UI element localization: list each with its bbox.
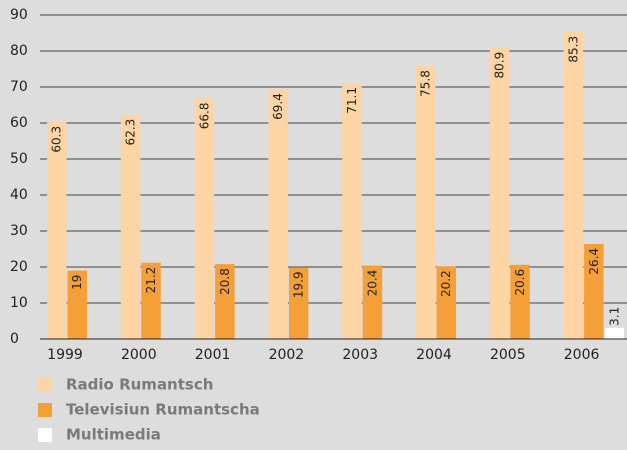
y-tick-label: 10 xyxy=(10,295,28,311)
legend-swatch xyxy=(38,378,52,392)
x-tick-label: 2006 xyxy=(564,347,600,363)
bar xyxy=(194,98,215,340)
x-tick-label: 2002 xyxy=(269,347,305,363)
y-tick-label: 60 xyxy=(10,115,28,131)
bar xyxy=(436,266,456,339)
bar xyxy=(120,114,141,339)
data-label: 71.1 xyxy=(345,87,359,114)
data-label: 75.8 xyxy=(419,70,433,97)
bar xyxy=(47,121,67,339)
y-tick-label: 20 xyxy=(10,259,28,275)
bar xyxy=(604,327,625,339)
y-tick-label: 90 xyxy=(10,7,28,23)
x-tick-label: 2003 xyxy=(342,347,378,363)
data-label: 60.3 xyxy=(50,126,64,153)
bar xyxy=(141,262,161,339)
data-label: 19 xyxy=(70,275,84,290)
y-tick-label: 0 xyxy=(10,331,19,347)
x-tick-label: 2001 xyxy=(195,347,231,363)
bar xyxy=(584,243,604,339)
data-label: 19.9 xyxy=(292,271,306,298)
data-label: 20.2 xyxy=(439,270,453,297)
data-label: 26.4 xyxy=(587,248,601,275)
data-label: 20.4 xyxy=(365,270,379,297)
x-tick-label: 2000 xyxy=(121,347,157,363)
bar xyxy=(288,267,309,339)
data-label: 80.9 xyxy=(493,52,507,79)
x-tick-label: 2005 xyxy=(490,347,526,363)
data-label: 69.4 xyxy=(271,93,285,120)
legend-label: Radio Rumantsch xyxy=(66,376,213,394)
legend-swatch xyxy=(38,403,52,417)
data-label: 21.2 xyxy=(144,267,158,294)
legend-swatch xyxy=(38,428,52,442)
bar xyxy=(342,83,362,339)
bar xyxy=(362,265,383,339)
y-tick-label: 70 xyxy=(10,79,28,95)
data-label: 62.3 xyxy=(124,119,138,146)
legend-label: Multimedia xyxy=(66,426,161,444)
bar xyxy=(489,47,510,339)
legend-label: Televisiun Rumantscha xyxy=(66,401,260,419)
bar xyxy=(67,270,87,339)
x-tick-label: 2004 xyxy=(416,347,452,363)
bar xyxy=(215,264,235,339)
bar xyxy=(510,264,530,339)
data-label: 3.1 xyxy=(607,307,621,326)
bar xyxy=(268,89,288,339)
x-tick-label: 1999 xyxy=(47,347,83,363)
y-tick-label: 50 xyxy=(10,151,28,167)
data-label: 20.8 xyxy=(218,268,232,295)
data-label: 85.3 xyxy=(566,36,580,63)
y-tick-label: 40 xyxy=(10,187,28,203)
y-tick-label: 30 xyxy=(10,223,28,239)
data-label: 20.6 xyxy=(513,269,527,296)
data-label: 66.8 xyxy=(197,103,211,130)
bar xyxy=(416,66,436,340)
bar xyxy=(563,31,584,339)
y-tick-label: 80 xyxy=(10,43,28,59)
